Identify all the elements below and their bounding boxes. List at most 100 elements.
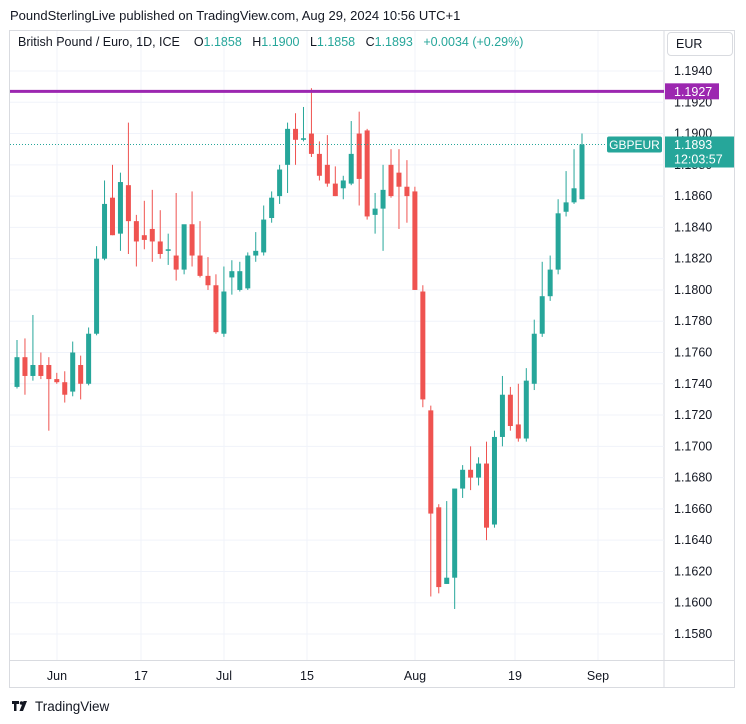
candle[interactable] <box>213 274 219 334</box>
candle[interactable] <box>523 368 529 442</box>
footer: TradingView <box>12 699 109 714</box>
candle[interactable] <box>173 192 179 281</box>
candle[interactable] <box>165 233 171 265</box>
candle[interactable] <box>332 166 338 197</box>
candle[interactable] <box>404 160 410 223</box>
candle[interactable] <box>579 133 585 200</box>
candle[interactable] <box>388 149 394 198</box>
candle[interactable] <box>261 205 267 256</box>
candle[interactable] <box>539 261 545 337</box>
candle[interactable] <box>348 121 354 186</box>
candle-body <box>484 463 490 528</box>
candle[interactable] <box>412 186 418 290</box>
candle-body <box>372 208 378 215</box>
candle-body <box>38 365 44 376</box>
candle[interactable] <box>372 192 378 234</box>
candle[interactable] <box>555 199 561 275</box>
candle[interactable] <box>197 221 203 278</box>
candle[interactable] <box>316 141 322 181</box>
last-price-tag <box>665 136 734 168</box>
candle[interactable] <box>181 224 187 275</box>
tradingview-brand[interactable]: TradingView <box>35 699 110 714</box>
candle[interactable] <box>300 106 306 142</box>
symbol-label[interactable]: British Pound / Euro, 1D, ICE <box>18 35 180 49</box>
candle[interactable] <box>221 266 227 337</box>
candle-body <box>499 394 505 437</box>
candle[interactable] <box>531 319 537 391</box>
candle-body <box>109 197 115 236</box>
candle[interactable] <box>491 430 497 528</box>
candle[interactable] <box>38 352 44 380</box>
candle[interactable] <box>499 375 505 447</box>
candle[interactable] <box>507 386 513 431</box>
candle-body <box>563 202 569 212</box>
candle[interactable] <box>436 504 442 594</box>
y-tick-label: 1.1800 <box>674 283 712 297</box>
candle[interactable] <box>396 149 402 229</box>
candle[interactable] <box>515 383 521 442</box>
candle[interactable] <box>109 164 115 236</box>
candle[interactable] <box>141 200 147 250</box>
candle[interactable] <box>269 191 275 223</box>
candle[interactable] <box>94 246 100 336</box>
candle[interactable] <box>547 255 553 301</box>
currency-button[interactable]: EUR <box>667 32 733 56</box>
candle[interactable] <box>189 191 195 267</box>
candle[interactable] <box>277 164 283 204</box>
candle[interactable] <box>46 357 52 431</box>
candle[interactable] <box>484 441 490 541</box>
candle-body <box>285 128 291 165</box>
candle[interactable] <box>30 314 36 381</box>
candle[interactable] <box>380 164 386 251</box>
candle[interactable] <box>571 149 577 204</box>
candle[interactable] <box>340 175 346 200</box>
candle-body <box>396 172 402 187</box>
candle[interactable] <box>444 501 450 584</box>
candle[interactable] <box>54 372 60 384</box>
candle-body <box>476 463 482 478</box>
candle[interactable] <box>364 128 370 220</box>
candle[interactable] <box>468 446 474 491</box>
candle[interactable] <box>452 488 458 609</box>
candle[interactable] <box>86 327 92 386</box>
candle[interactable] <box>102 180 108 261</box>
candle[interactable] <box>157 210 163 259</box>
candle[interactable] <box>563 171 569 217</box>
candle[interactable] <box>245 252 251 290</box>
candle-body <box>125 185 131 222</box>
candle[interactable] <box>356 111 362 206</box>
candle[interactable] <box>133 214 139 267</box>
candle[interactable] <box>205 257 211 290</box>
candle[interactable] <box>125 122 131 254</box>
candle[interactable] <box>149 189 155 262</box>
candle-body <box>22 357 28 376</box>
candle[interactable] <box>420 285 426 408</box>
candle[interactable] <box>117 172 123 251</box>
y-tick-label: 1.1940 <box>674 64 712 78</box>
candle[interactable] <box>308 88 314 158</box>
candle-body <box>173 255 179 270</box>
candle-body <box>213 285 219 333</box>
candle[interactable] <box>293 113 299 165</box>
candle-body <box>539 296 545 334</box>
candle-body <box>515 424 521 439</box>
candle[interactable] <box>428 405 434 597</box>
candle[interactable] <box>253 232 259 262</box>
candle-body <box>507 394 513 427</box>
candle[interactable] <box>285 122 291 193</box>
x-tick-label: 15 <box>300 669 314 683</box>
candle[interactable] <box>460 465 466 498</box>
candle[interactable] <box>324 135 330 187</box>
candle[interactable] <box>70 341 76 397</box>
candle[interactable] <box>78 355 84 400</box>
open-value: 1.1858 <box>203 35 242 49</box>
candle[interactable] <box>476 457 482 486</box>
candle[interactable] <box>237 261 243 292</box>
candle-body <box>54 379 60 383</box>
candle[interactable] <box>14 339 20 389</box>
candle[interactable] <box>22 338 28 395</box>
attribution-text: PoundSterlingLive published on TradingVi… <box>10 8 461 23</box>
candle[interactable] <box>62 371 68 403</box>
candle[interactable] <box>229 260 235 295</box>
